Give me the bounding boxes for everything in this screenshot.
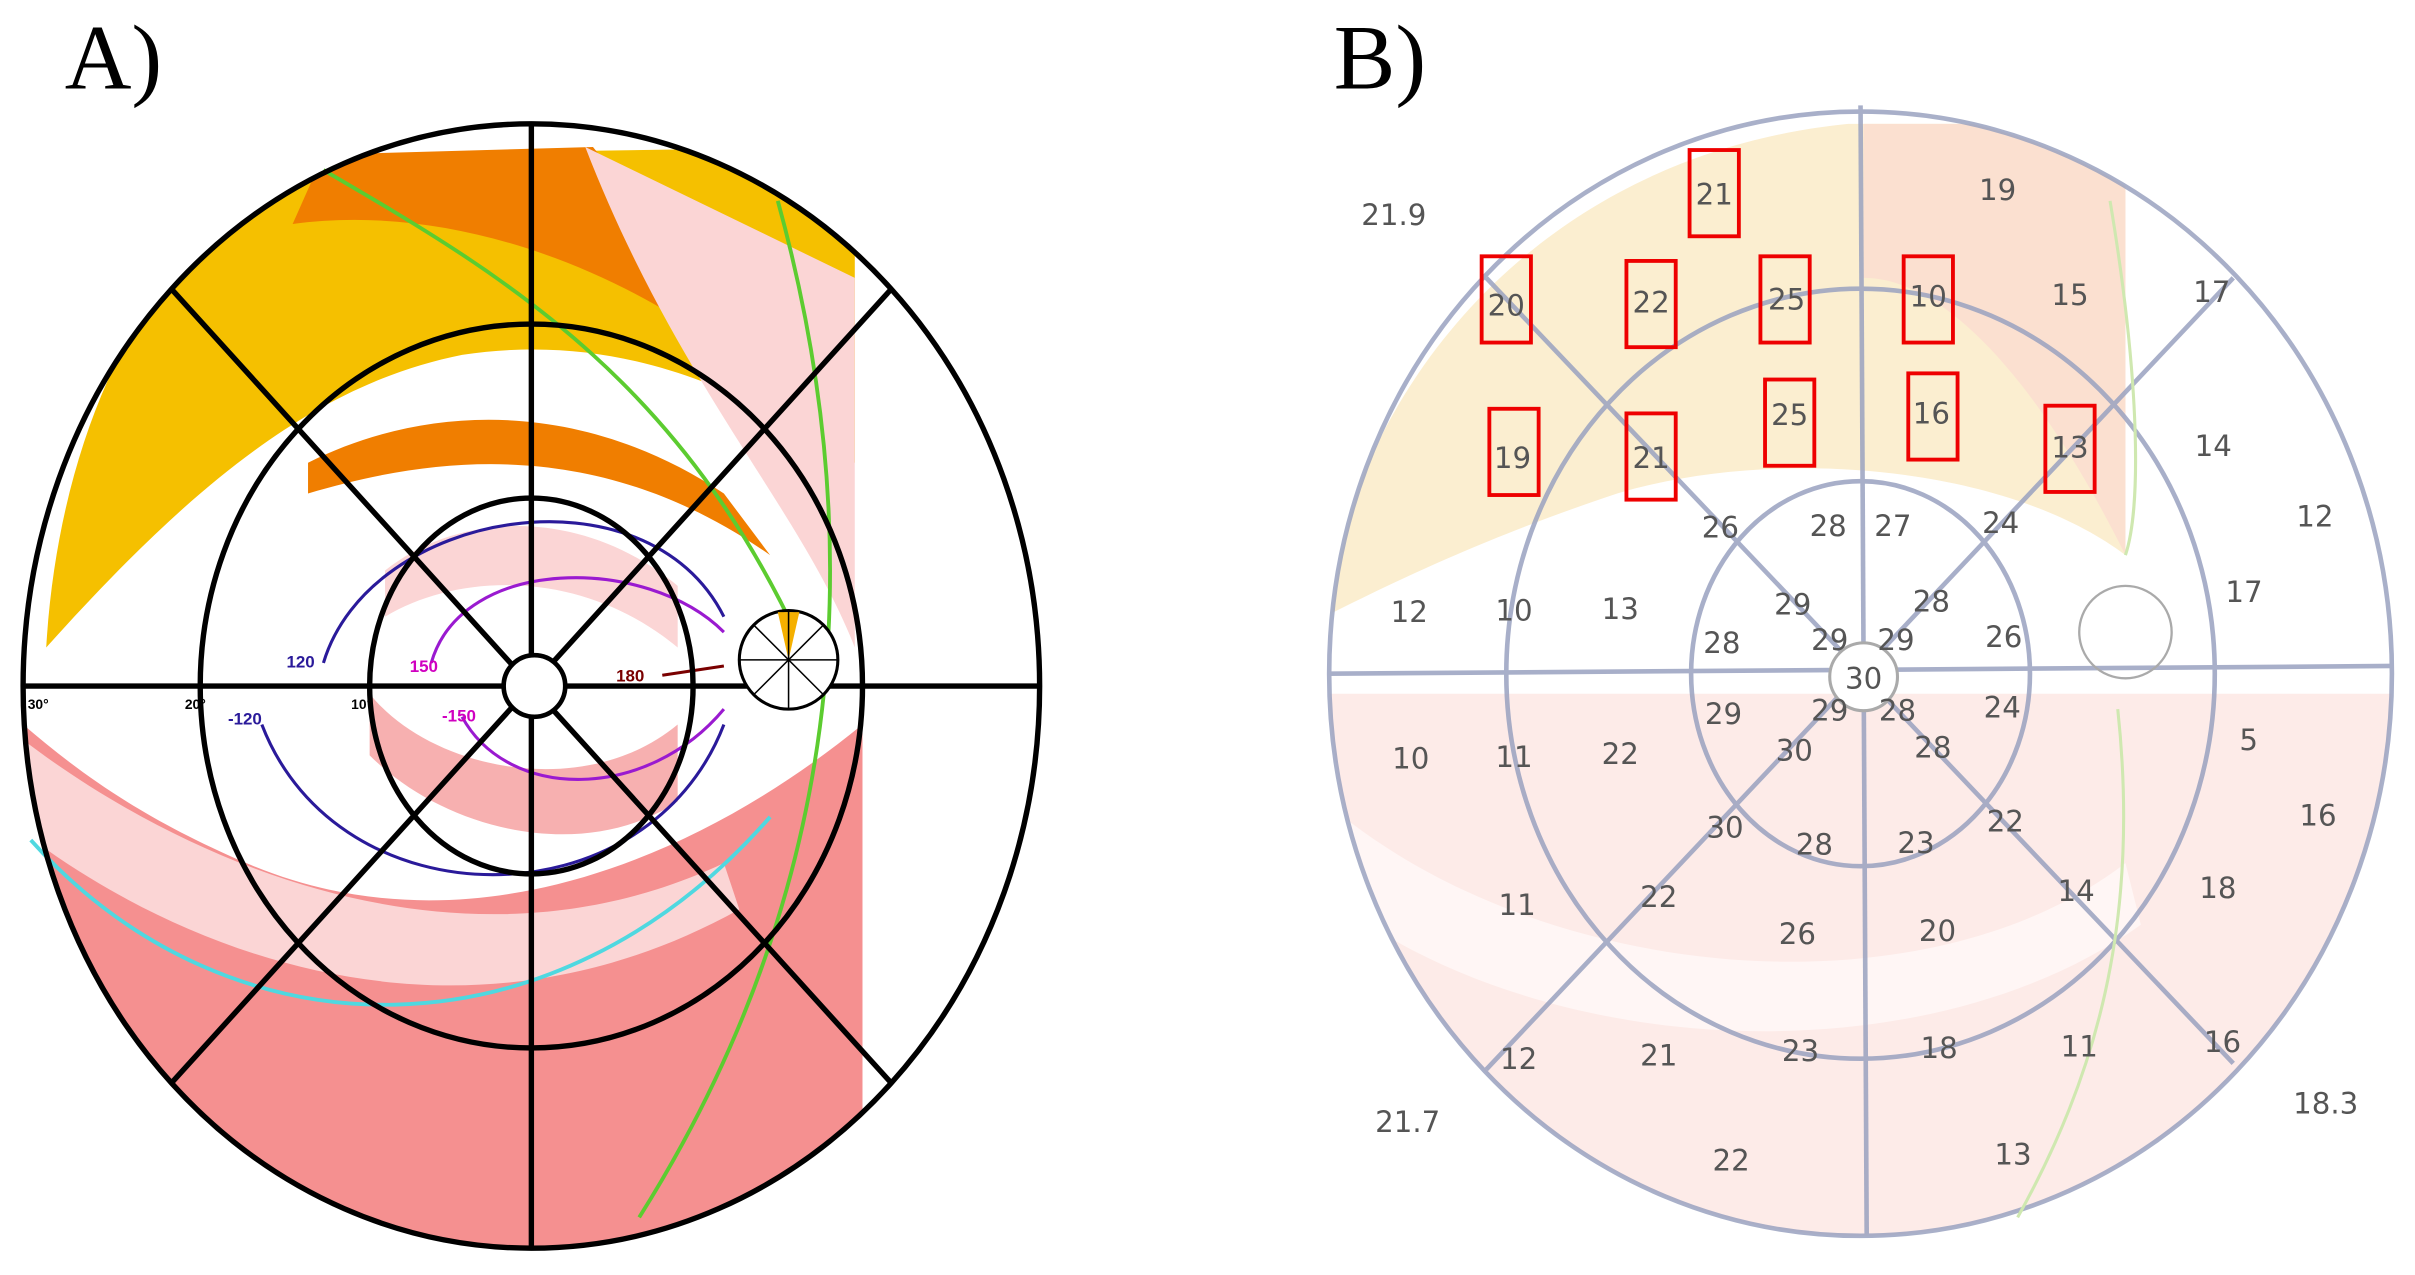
field-value: 28 <box>1913 584 1950 618</box>
highlight-box <box>1763 377 1817 468</box>
field-value: 28 <box>1810 509 1847 543</box>
field-value: 11 <box>1495 740 1532 774</box>
highlight-box <box>1687 148 1741 239</box>
field-value: 5 <box>2239 723 2258 757</box>
highlight-box <box>2043 403 2097 494</box>
field-value: 28 <box>1796 828 1833 862</box>
field-value: 10 <box>1392 741 1429 775</box>
field-value: 26 <box>1779 917 1816 951</box>
field-value: 27 <box>1874 509 1911 543</box>
field-value: 22 <box>1640 880 1677 914</box>
field-value: 28 <box>1703 626 1740 660</box>
field-value: 29 <box>1877 623 1914 657</box>
field-value: 11 <box>2061 1029 2098 1063</box>
field-value: 16 <box>2299 798 2336 832</box>
field-value: 12 <box>2296 500 2333 534</box>
field-value: 12 <box>1391 595 1428 629</box>
field-value: 30 <box>1845 661 1882 695</box>
field-value: 14 <box>2195 429 2232 463</box>
field-value: 21 <box>1632 441 1669 475</box>
contour-label: -120 <box>228 710 262 729</box>
field-value: 29 <box>1705 697 1742 731</box>
field-value: 19 <box>1494 441 1531 475</box>
field-value: 13 <box>1994 1137 2031 1171</box>
field-value: 14 <box>2058 874 2095 908</box>
field-value: 20 <box>1919 914 1956 948</box>
axis-label: 30° <box>28 696 49 712</box>
field-value: 29 <box>1811 623 1848 657</box>
field-value: 24 <box>1984 691 2021 725</box>
field-value: 21.9 <box>1361 198 1426 232</box>
field-value: 24 <box>1982 506 2019 540</box>
field-value: 30 <box>1776 734 1813 768</box>
field-value: 22 <box>1713 1143 1750 1177</box>
highlight-box <box>1487 406 1541 497</box>
field-value: 26 <box>1985 620 2022 654</box>
map-a-regions <box>23 146 863 1249</box>
field-value: 15 <box>2051 278 2088 312</box>
highlight-box <box>1624 259 1678 350</box>
field-value: 16 <box>1913 396 1950 430</box>
field-value: 20 <box>1488 289 1525 323</box>
field-value: 21.7 <box>1375 1105 1440 1139</box>
field-value: 10 <box>1910 279 1947 313</box>
field-value: 12 <box>1500 1042 1537 1076</box>
field-value: 22 <box>1987 805 2024 839</box>
field-value: 29 <box>1811 694 1848 728</box>
highlight-box <box>1758 254 1812 345</box>
field-value: 30 <box>1706 811 1743 845</box>
value-layer: 21.9 21 19 20 22 25 10 15 17 19 21 25 16 13 14 12 26 28 27… <box>1361 148 2358 1177</box>
field-value: 23 <box>1782 1034 1819 1068</box>
panel-label: A) <box>65 6 163 108</box>
field-value: 21 <box>1640 1039 1677 1073</box>
field-value: 21 <box>1696 178 1733 212</box>
field-value: 18 <box>2199 871 2236 905</box>
field-value: 26 <box>1702 510 1739 544</box>
contour-label: 120 <box>286 653 314 672</box>
field-value: 28 <box>1914 731 1951 765</box>
field-value: 18 <box>1920 1031 1957 1065</box>
field-value: 22 <box>1632 286 1669 320</box>
axis-label: 10° <box>351 696 372 712</box>
axis-label: 20° <box>185 696 206 712</box>
field-value: 16 <box>2204 1025 2241 1059</box>
field-value: 28 <box>1879 694 1916 728</box>
panel-label: B) <box>1334 6 1426 108</box>
field-value: 13 <box>2051 430 2088 464</box>
highlight-box <box>1624 411 1678 502</box>
contour-label: 180 <box>616 666 644 685</box>
field-value: 13 <box>1602 592 1639 626</box>
field-value: 18.3 <box>2293 1086 2358 1120</box>
field-value: 11 <box>1498 888 1535 922</box>
contour-label: -150 <box>442 706 476 725</box>
field-value: 17 <box>2193 275 2230 309</box>
field-value: 19 <box>1979 173 2016 207</box>
field-value: 29 <box>1774 587 1811 621</box>
contour-label: 150 <box>410 657 438 676</box>
field-value: 10 <box>1495 594 1532 628</box>
field-value: 22 <box>1602 737 1639 771</box>
field-value: 17 <box>2225 575 2262 609</box>
highlight-box <box>1906 371 1960 462</box>
highlight-box <box>1901 254 1955 345</box>
highlight-box <box>1479 254 1533 345</box>
field-value: 25 <box>1768 282 1805 316</box>
field-value: 23 <box>1897 826 1934 860</box>
field-value: 25 <box>1771 398 1808 432</box>
